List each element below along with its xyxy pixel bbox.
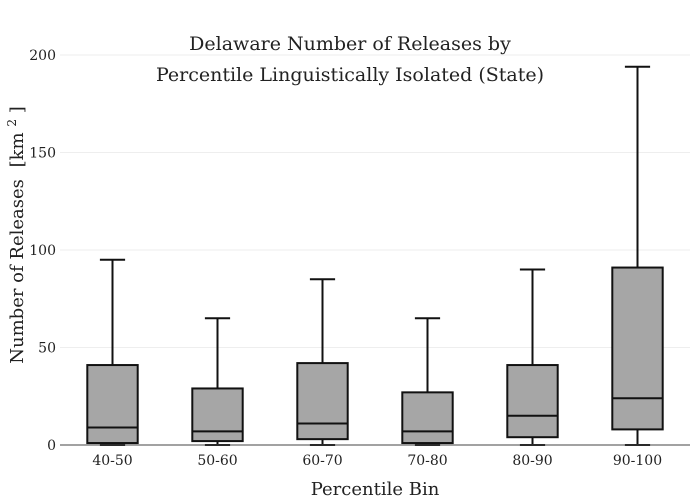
x-axis-title: Percentile Bin [311,479,440,500]
boxes-layer [86,65,664,446]
x-tick-label: 80-90 [512,453,552,469]
y-axis-unit: [km [7,132,28,167]
x-tick-label: 40-50 [92,453,132,469]
y-tick-label: 200 [29,48,56,64]
y-axis-title-text: Number of Releases [7,179,28,364]
x-tick-label: 90-100 [613,453,662,469]
y-tick-label: 150 [29,146,56,162]
iqr-box [401,391,454,445]
box-50-60 [191,317,244,446]
chart-title-line-1: Delaware Number of Releases by [189,33,511,55]
box-40-50 [86,258,139,446]
y-tick-label: 100 [29,243,56,259]
iqr-box [86,364,139,445]
box-60-70 [296,278,349,446]
iqr-box [191,387,244,443]
iqr-box [296,362,349,441]
y-tick-labels: 0 50 100 150 200 [29,48,56,454]
y-gridlines [60,54,690,446]
x-tick-label: 70-80 [407,453,447,469]
box-80-90 [506,268,559,446]
chart-title-line-2: Percentile Linguistically Isolated (Stat… [156,64,544,86]
iqr-box [506,364,559,439]
y-tick-label: 50 [38,341,56,357]
x-tick-label: 50-60 [197,453,237,469]
box-90-100 [611,65,664,446]
y-axis-unit-superscript: 2 [5,119,19,127]
y-axis-title: Number of Releases [km 2 ] [0,106,28,363]
y-tick-label: 0 [47,438,56,454]
x-tick-labels: 40-50 50-60 60-70 70-80 80-90 90-100 [92,453,662,469]
y-axis-unit-close: ] [7,106,28,113]
box-70-80 [401,317,454,446]
x-tick-label: 60-70 [302,453,342,469]
iqr-box [611,266,664,431]
